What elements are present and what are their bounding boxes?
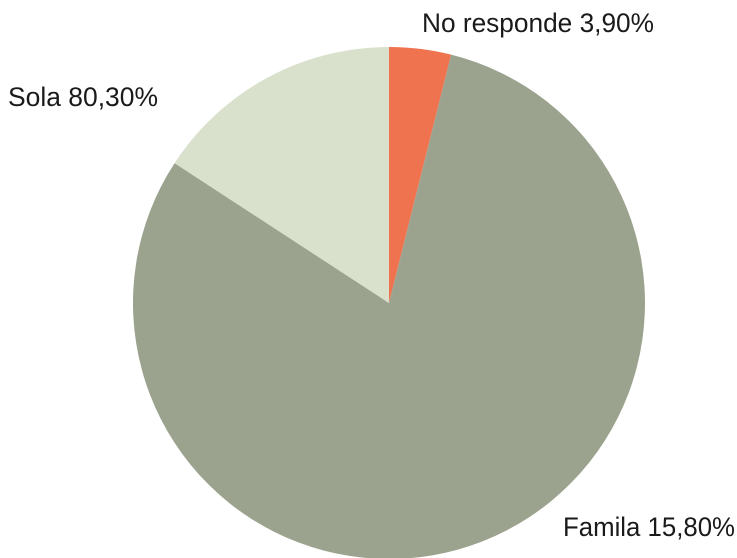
pie-slice-famila xyxy=(132,54,645,558)
slice-label-sola: Sola 80,30% xyxy=(8,82,158,112)
pie-slice-sola xyxy=(174,46,389,303)
slice-label-name: Famila xyxy=(563,512,641,542)
slice-label-no-responde: No responde 3,90% xyxy=(422,8,654,38)
slices-layer xyxy=(132,46,645,558)
slice-label-famila: Famila 15,80% xyxy=(563,512,735,542)
slice-label-name: No responde xyxy=(422,8,572,38)
slice-label-value: 3,90% xyxy=(572,8,654,38)
pie-slice-no-responde xyxy=(389,47,452,303)
slice-label-name: Sola xyxy=(8,82,62,112)
slice-label-value: 15,80% xyxy=(640,512,735,542)
slice-label-value: 80,30% xyxy=(61,82,158,112)
labels-layer: No responde 3,90% Famila 15,80% Sola 80,30… xyxy=(8,8,735,542)
